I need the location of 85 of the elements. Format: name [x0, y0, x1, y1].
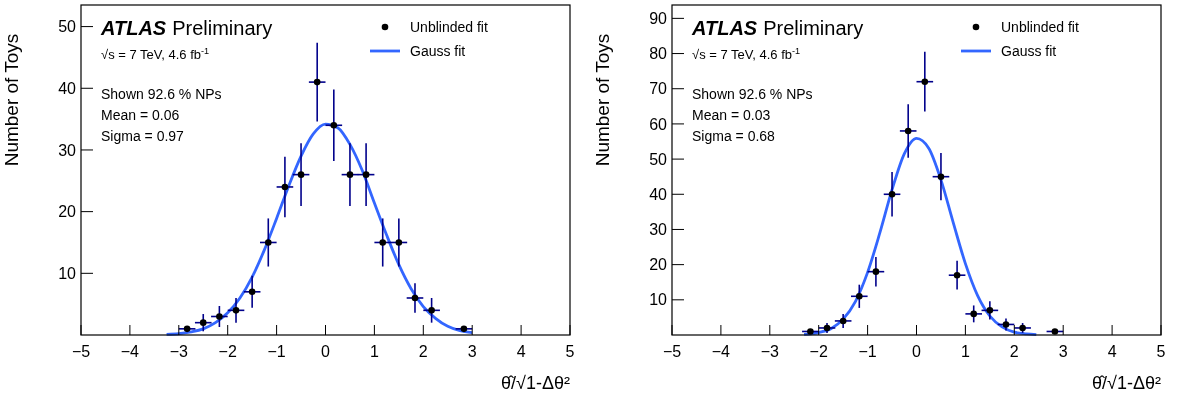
point: [216, 313, 223, 320]
y-axis-title: Number of Toys: [592, 33, 613, 167]
point: [986, 307, 994, 314]
point: [460, 325, 468, 333]
point: [872, 268, 880, 275]
annotation: √s = 7 TeV, 4.6 fb$^{-1}$: [101, 46, 210, 62]
annotation: Mean = 0.03: [692, 107, 771, 123]
y-tick-label: 40: [58, 79, 77, 97]
text: ATLAS: [100, 17, 167, 39]
x-tick-label: 0: [912, 343, 922, 360]
point: [281, 183, 289, 191]
x-tick-label: −4: [120, 343, 140, 360]
x-tick-label: 0: [321, 343, 331, 360]
y-axis-title: Number of Toys: [1, 33, 22, 167]
y-tick-label: 40: [649, 185, 668, 203]
x-axis-title: θ̂/√1-Δθ²: [501, 373, 570, 393]
point: [362, 171, 370, 178]
point: [248, 288, 256, 296]
legend-label: Unblinded fit: [410, 18, 488, 35]
x-tick-label: 2: [1009, 343, 1019, 360]
point: [1051, 328, 1059, 335]
x-tick-label: 5: [565, 343, 575, 360]
point: [313, 78, 321, 86]
x-tick-label: 1: [369, 343, 379, 360]
point: [183, 325, 191, 333]
y-tick-label: 70: [649, 80, 668, 98]
point: [379, 239, 387, 246]
point: [411, 294, 419, 302]
x-axis-title: θ̂/√1-Δθ²: [1092, 373, 1161, 393]
x-tick-label: −1: [858, 343, 877, 360]
annotation: √s = 7 TeV, 4.6 fb$^{-1}$: [692, 46, 801, 62]
point: [921, 78, 929, 85]
x-tick-label: −5: [71, 343, 91, 360]
annotation: Shown 92.6 % NPs: [692, 86, 813, 102]
text: Preliminary: [172, 17, 273, 39]
y-tick-label: 10: [649, 291, 668, 309]
point: [953, 271, 961, 279]
point: [330, 121, 338, 129]
x-tick-label: −4: [711, 343, 731, 360]
annotation: Sigma = 0.68: [692, 128, 776, 144]
point: [839, 317, 847, 325]
y-tick-label: 60: [649, 115, 668, 133]
x-tick-label: 3: [467, 343, 477, 360]
y-tick-label: 20: [58, 203, 77, 221]
point: [428, 307, 435, 314]
legend-label: Gauss fit: [410, 42, 466, 59]
line-series: [802, 136, 1038, 337]
point: [904, 127, 912, 135]
x-tick-label: 5: [1156, 343, 1166, 360]
point: [855, 293, 863, 300]
x-tick-label: 4: [1107, 343, 1117, 360]
y-tick-label: 30: [58, 141, 77, 159]
annotation: Shown 92.6 % NPs: [101, 86, 222, 102]
y-tick-label: 90: [649, 9, 668, 27]
point: [888, 190, 896, 198]
y-tick-label: 20: [649, 256, 668, 274]
annotation: Mean = 0.06: [101, 107, 180, 123]
x-tick-label: −3: [760, 343, 780, 360]
text: Preliminary: [763, 17, 864, 39]
x-tick-label: −5: [662, 343, 682, 360]
point: [807, 328, 814, 335]
y-tick-label: 10: [58, 264, 77, 282]
legend-label: Gauss fit: [1001, 42, 1057, 59]
x-tick-label: −1: [267, 343, 286, 360]
y-tick-label: 50: [649, 150, 668, 168]
y-tick-label: 50: [58, 18, 77, 36]
x-tick-label: 3: [1058, 343, 1068, 360]
x-tick-label: −2: [809, 343, 828, 360]
point: [937, 173, 945, 180]
x-tick-label: 2: [418, 343, 428, 360]
x-tick-label: −3: [169, 343, 189, 360]
x-tick-label: 4: [516, 343, 526, 360]
point: [232, 307, 240, 314]
point: [297, 171, 305, 178]
y-tick-label: 80: [649, 45, 668, 63]
x-tick-label: 1: [960, 343, 970, 360]
point: [264, 239, 272, 246]
point: [395, 239, 403, 246]
text: ATLAS: [691, 17, 758, 39]
annotation: Sigma = 0.97: [101, 128, 185, 144]
y-tick-label: 30: [649, 221, 668, 239]
point: [1002, 321, 1010, 328]
legend-label: Unblinded fit: [1001, 18, 1079, 35]
point: [346, 171, 354, 178]
x-tick-label: −2: [218, 343, 237, 360]
